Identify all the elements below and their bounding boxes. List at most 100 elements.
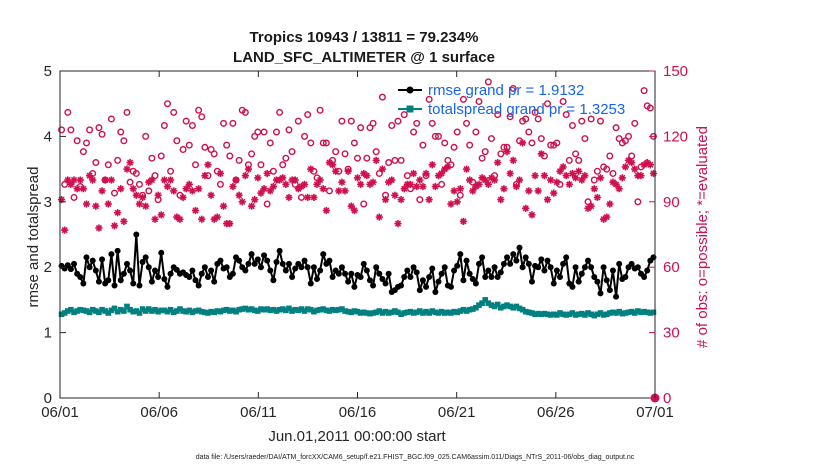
totalspread-point (189, 309, 196, 316)
totalspread-point (441, 310, 448, 316)
rmse-point (606, 287, 613, 294)
obs-possible-point (459, 95, 467, 103)
totalspread-point (332, 307, 339, 314)
obs-possible-point (625, 132, 633, 140)
obs-possible-point (276, 108, 284, 116)
obs-possible-point (347, 117, 355, 125)
rmse-point (245, 260, 252, 267)
obs-possible-point (282, 154, 290, 162)
obs-evaluated-point (596, 174, 605, 182)
totalspread-point (258, 306, 264, 312)
obs-possible-point (126, 178, 134, 186)
totalspread-point (142, 308, 149, 314)
totalspread-point (578, 310, 585, 317)
totalspread-point (420, 310, 426, 316)
totalspread-point (198, 308, 205, 315)
totalspread-point (417, 308, 423, 314)
obs-possible-point (596, 117, 604, 125)
obs-possible-point (241, 108, 249, 116)
obs-possible-point (375, 169, 383, 177)
obs-possible-point (469, 178, 477, 186)
totalspread-point (572, 312, 579, 318)
obs-evaluated-point (238, 198, 246, 206)
obs-evaluated-point (82, 200, 91, 208)
totalspread-point (485, 300, 492, 306)
obs-evaluated-point (98, 187, 106, 195)
obs-evaluated-point (522, 204, 530, 212)
rmse-point (426, 274, 433, 281)
rmse-point (538, 256, 545, 263)
totalspread-point (479, 300, 485, 306)
rmse-point (628, 260, 635, 267)
obs-evaluated-point (219, 202, 228, 210)
legend: rmse grand pr = 1.9132 totalspread grand… (398, 82, 625, 118)
totalspread-point (457, 308, 464, 314)
obs-possible-point (216, 180, 224, 188)
totalspread-point (236, 306, 242, 313)
rmse-point (189, 267, 196, 274)
totalspread-point (336, 306, 342, 313)
obs-possible-point (61, 180, 69, 188)
totalspread-point (158, 307, 165, 314)
obs-evaluated-point (319, 185, 327, 193)
totalspread-point (127, 306, 133, 313)
totalspread-point (488, 302, 495, 308)
totalspread-point (575, 311, 582, 318)
obs-possible-point (73, 137, 81, 145)
obs-evaluated-point (114, 209, 122, 217)
rmse-point (127, 267, 134, 274)
obs-possible-point (313, 174, 321, 182)
totalspread-point (613, 310, 619, 316)
x-tick-label: 06/06 (140, 404, 178, 421)
rmse-point (575, 278, 582, 285)
totalspread-point (404, 309, 411, 316)
rmse-point (401, 274, 408, 281)
obs-evaluated-point (646, 161, 654, 169)
obs-possible-point (434, 132, 442, 140)
y2-axis-label: # of obs: o=possible; *=evaluated (694, 126, 711, 348)
totalspread-point (223, 306, 230, 313)
obs-possible-point (273, 128, 281, 136)
obs-possible-point (503, 143, 511, 151)
totalspread-point (638, 309, 644, 316)
obs-evaluated-point (581, 172, 589, 180)
obs-possible-point (547, 141, 555, 149)
rmse-point (120, 270, 127, 277)
obs-possible-point (634, 198, 642, 206)
totalspread-point (124, 303, 130, 310)
totalspread-point (504, 302, 510, 308)
totalspread-point (541, 310, 548, 317)
obs-possible-point (382, 191, 390, 199)
obs-evaluated-point (497, 196, 505, 204)
obs-possible-point (450, 143, 458, 151)
obs-evaluated-point (135, 200, 144, 208)
rmse-point (650, 254, 657, 261)
obs-possible-point (142, 132, 150, 140)
totalspread-point (367, 310, 373, 317)
rmse-point (510, 251, 517, 258)
obs-evaluated-point (67, 180, 75, 188)
totalspread-point (180, 308, 186, 314)
obs-evaluated-point (254, 174, 262, 182)
totalspread-point (295, 307, 302, 314)
obs-evaluated-point (388, 176, 396, 184)
totalspread-point (183, 308, 189, 315)
totalspread-point (591, 312, 598, 319)
totalspread-point (161, 307, 168, 314)
totalspread-point (532, 311, 538, 318)
obs-evaluated-point (494, 158, 502, 167)
obs-evaluated-point (519, 139, 527, 147)
totalspread-point (376, 308, 383, 314)
rmse-point (204, 274, 211, 281)
obs-possible-point (416, 196, 424, 204)
rmse-point (441, 264, 448, 271)
obs-evaluated-point (562, 172, 570, 180)
totalspread-point (594, 311, 601, 318)
rmse-point (560, 260, 567, 267)
totalspread-point (155, 308, 161, 315)
rmse-point (513, 257, 520, 264)
obs-possible-point (329, 156, 337, 164)
obs-evaluated-point (413, 182, 421, 191)
rmse-point (133, 231, 140, 238)
rmse-point (379, 275, 386, 282)
